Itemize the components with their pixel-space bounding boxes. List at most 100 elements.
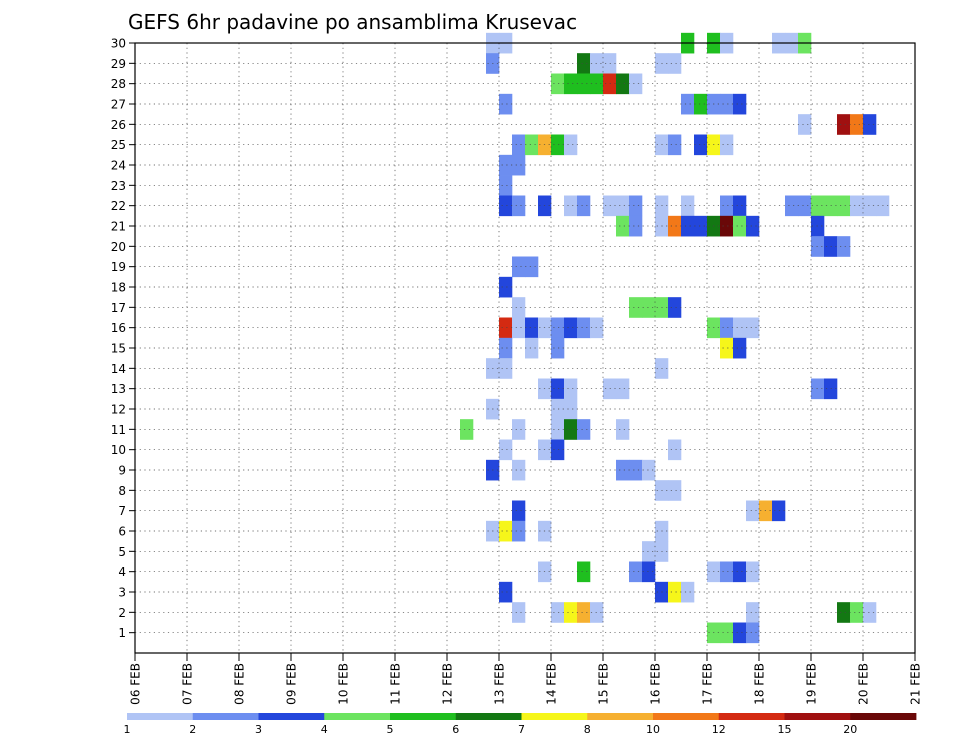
heatmap-cell — [850, 602, 864, 623]
heatmap-cell — [603, 53, 617, 74]
grid-lines — [135, 42, 915, 653]
heatmap-cell — [681, 93, 695, 115]
heatmap-cell — [499, 175, 513, 196]
heatmap-cell — [525, 256, 539, 278]
heatmap-cell — [850, 114, 864, 135]
heatmap-cell — [564, 195, 578, 217]
heatmap-cell — [733, 215, 747, 237]
heatmap-cell — [733, 622, 747, 644]
heatmap-cell — [733, 317, 747, 339]
heatmap-cell — [525, 134, 539, 156]
heatmap-cell — [564, 317, 578, 339]
heatmap-cell — [551, 398, 565, 420]
heatmap-cell — [499, 195, 513, 217]
colorbar-label: 2 — [189, 723, 196, 736]
heatmap-cell — [564, 378, 578, 400]
y-tick-label: 16 — [111, 321, 126, 335]
heatmap-cell — [733, 195, 747, 217]
heatmap-cell — [616, 419, 630, 440]
y-tick-label: 15 — [111, 342, 126, 356]
heatmap-cell — [668, 134, 682, 156]
heatmap-cell — [616, 459, 630, 481]
heatmap-cell — [746, 602, 760, 623]
heatmap-cell — [577, 561, 591, 583]
heatmap-cell — [681, 195, 695, 217]
x-tick-label: 06 FEB — [129, 663, 143, 705]
colorbar-segment — [784, 713, 851, 720]
heatmap-cell — [629, 297, 643, 318]
x-tick-label: 13 FEB — [493, 663, 507, 705]
heatmap-cell — [551, 337, 565, 359]
y-tick-label: 12 — [111, 403, 126, 417]
y-tick-label: 24 — [111, 159, 126, 173]
heatmap-cell — [746, 215, 760, 237]
heatmap-cell — [668, 439, 682, 461]
y-tick-label: 3 — [118, 586, 126, 600]
heatmap-cell — [577, 73, 591, 95]
heatmap-cell — [460, 419, 474, 440]
heatmap-cell — [720, 337, 734, 359]
heatmap-cell — [577, 195, 591, 217]
heatmap-cell — [798, 195, 812, 217]
x-tick-label: 08 FEB — [233, 663, 247, 705]
heatmap-cell — [629, 73, 643, 95]
heatmap-cell — [681, 215, 695, 237]
colorbar-label: 5 — [387, 723, 394, 736]
y-tick-label: 10 — [111, 443, 126, 457]
y-tick-label: 9 — [118, 464, 126, 478]
heatmap-cell — [603, 378, 617, 400]
colorbar-segment — [587, 713, 654, 720]
colorbar-label: 7 — [518, 723, 525, 736]
y-tick-label: 19 — [111, 260, 126, 274]
x-tick-label: 14 FEB — [545, 663, 559, 705]
colorbar: 1 2 3 4 5 6 7 8 10 12 15 20 — [124, 713, 917, 736]
heatmap-cell — [720, 561, 734, 583]
heatmap-cell — [694, 93, 708, 115]
heatmap-cell — [863, 195, 877, 217]
heatmap-cell — [772, 500, 786, 522]
heatmap-cell — [863, 602, 877, 623]
y-tick-label: 20 — [111, 240, 126, 254]
heatmap-cell — [733, 561, 747, 583]
heatmap-cell — [837, 195, 851, 217]
heatmap-cell — [720, 93, 734, 115]
heatmap-cell — [863, 114, 877, 135]
heatmap-cell — [512, 154, 526, 176]
heatmap-cell — [525, 337, 539, 359]
x-tick-label: 09 FEB — [285, 663, 299, 705]
heatmap-cell — [551, 378, 565, 400]
x-tick-label: 20 FEB — [857, 663, 871, 705]
colorbar-label: 1 — [124, 723, 131, 736]
heatmap-cell — [668, 53, 682, 74]
colorbar-segment — [127, 713, 194, 720]
x-tick-label: 18 FEB — [753, 663, 767, 705]
heatmap-cell — [512, 195, 526, 217]
x-tick-label: 16 FEB — [649, 663, 663, 705]
x-tick-label: 17 FEB — [701, 663, 715, 705]
y-tick-label: 27 — [111, 98, 126, 112]
colorbar-label: 3 — [255, 723, 262, 736]
heatmap-cell — [512, 500, 526, 522]
x-tick-label: 07 FEB — [181, 663, 195, 705]
heatmap-cell — [512, 602, 526, 623]
heatmap-cell — [642, 561, 656, 583]
y-tick-label: 13 — [111, 382, 126, 396]
heatmap-cell — [733, 337, 747, 359]
y-tick-label: 2 — [118, 606, 126, 620]
heatmap-cell — [499, 93, 513, 115]
y-tick-label: 29 — [111, 57, 126, 71]
y-tick-label: 5 — [118, 545, 126, 559]
heatmap-cell — [564, 419, 578, 440]
heatmap-cell — [837, 236, 851, 257]
x-tick-label: 12 FEB — [441, 663, 455, 705]
heatmap-cell — [746, 622, 760, 644]
colorbar-segment — [718, 713, 785, 720]
heatmap-cell — [577, 419, 591, 440]
heatmap-cell — [785, 195, 799, 217]
heatmap-cell — [564, 134, 578, 156]
heatmap-cell — [603, 73, 617, 95]
colorbar-segment — [390, 713, 457, 720]
heatmap-cells — [460, 32, 890, 644]
heatmap-cell — [551, 439, 565, 461]
heatmap-cell — [577, 602, 591, 623]
